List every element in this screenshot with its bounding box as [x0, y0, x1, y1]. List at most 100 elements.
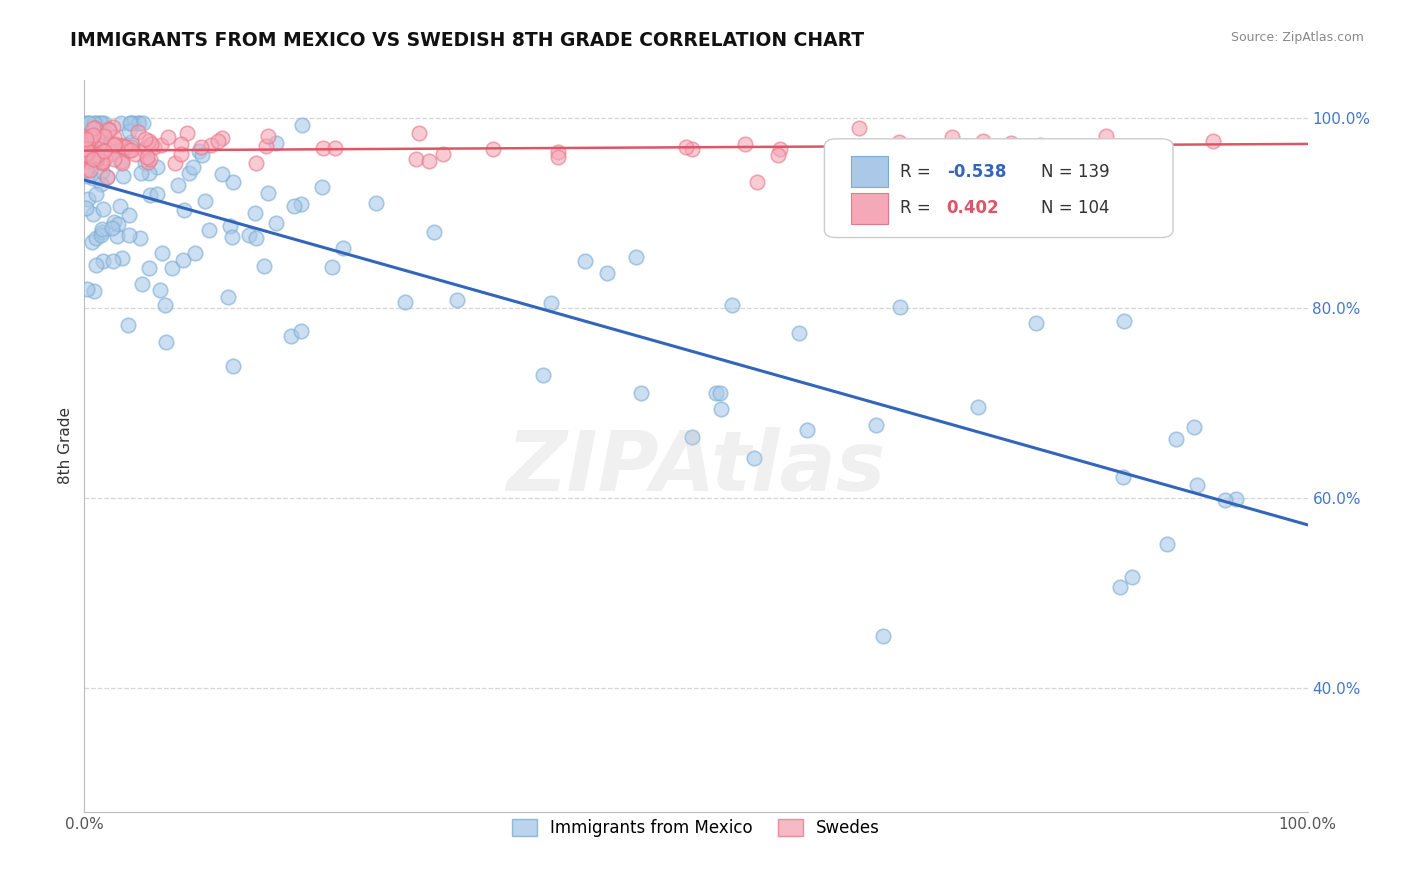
Point: [972, 134, 994, 148]
Point: [118, 124, 141, 138]
Text: R =: R =: [900, 162, 936, 181]
Point: [1185, 478, 1208, 492]
Point: [1090, 142, 1112, 156]
Point: [769, 142, 792, 156]
Point: [90, 228, 112, 243]
Point: [177, 166, 200, 180]
Legend: Immigrants from Mexico, Swedes: Immigrants from Mexico, Swedes: [505, 812, 887, 844]
Point: [245, 230, 267, 244]
Point: [766, 148, 789, 162]
Point: [79, 163, 101, 178]
Point: [145, 160, 167, 174]
Point: [283, 199, 305, 213]
Point: [138, 166, 160, 180]
Point: [675, 140, 697, 154]
Point: [574, 253, 596, 268]
Point: [290, 324, 312, 338]
Point: [138, 188, 160, 202]
Point: [120, 140, 142, 154]
Point: [101, 220, 124, 235]
Point: [1053, 142, 1076, 156]
Point: [709, 386, 731, 401]
Point: [76, 137, 98, 152]
Point: [183, 246, 205, 260]
Point: [245, 206, 267, 220]
Point: [76, 161, 98, 176]
Point: [79, 154, 101, 169]
Point: [865, 418, 887, 433]
Point: [160, 260, 183, 275]
Point: [312, 141, 335, 155]
Point: [290, 197, 312, 211]
Point: [176, 127, 198, 141]
Point: [198, 223, 221, 237]
Point: [128, 231, 150, 245]
Point: [446, 293, 468, 307]
Point: [83, 143, 105, 157]
Point: [172, 252, 194, 267]
Point: [101, 120, 124, 135]
Point: [75, 146, 97, 161]
Text: N = 104: N = 104: [1040, 199, 1109, 218]
Point: [132, 143, 155, 157]
Point: [83, 284, 105, 298]
Point: [118, 227, 141, 242]
Point: [630, 386, 652, 401]
Point: [82, 128, 104, 142]
Point: [218, 219, 240, 234]
Point: [222, 175, 245, 189]
Point: [86, 138, 108, 153]
Point: [129, 166, 152, 180]
Point: [742, 450, 765, 465]
Point: [253, 259, 276, 273]
Point: [256, 186, 278, 200]
Point: [84, 136, 107, 150]
Point: [321, 260, 343, 274]
Point: [531, 368, 554, 383]
FancyBboxPatch shape: [851, 156, 889, 187]
Point: [191, 148, 214, 162]
Point: [624, 250, 647, 264]
Point: [93, 144, 115, 158]
Point: [75, 142, 97, 156]
FancyBboxPatch shape: [851, 193, 889, 224]
Point: [80, 235, 103, 250]
Point: [96, 137, 118, 152]
Point: [110, 116, 132, 130]
Point: [103, 130, 125, 145]
Point: [734, 137, 756, 152]
Point: [405, 152, 427, 166]
Point: [290, 118, 312, 132]
Point: [139, 153, 162, 167]
Point: [149, 283, 172, 297]
Point: [75, 129, 97, 144]
Point: [1025, 316, 1047, 330]
Point: [1225, 491, 1247, 506]
Point: [87, 141, 110, 155]
Point: [1095, 129, 1118, 144]
Point: [118, 143, 141, 157]
Point: [1182, 420, 1205, 434]
Text: R =: R =: [900, 199, 942, 218]
Point: [681, 430, 703, 444]
Point: [84, 116, 107, 130]
Point: [86, 148, 108, 162]
Point: [167, 178, 190, 192]
Point: [101, 254, 124, 268]
Point: [86, 153, 108, 167]
Point: [200, 137, 222, 152]
Point: [75, 125, 97, 139]
Point: [238, 227, 260, 242]
Point: [190, 139, 212, 153]
Point: [83, 128, 105, 143]
Point: [848, 121, 870, 136]
Point: [134, 132, 156, 146]
Point: [173, 202, 195, 217]
Point: [75, 132, 97, 146]
Point: [323, 140, 346, 154]
Point: [91, 222, 114, 236]
Point: [332, 242, 354, 256]
Point: [280, 329, 302, 343]
Point: [91, 225, 114, 239]
Point: [1000, 136, 1022, 150]
